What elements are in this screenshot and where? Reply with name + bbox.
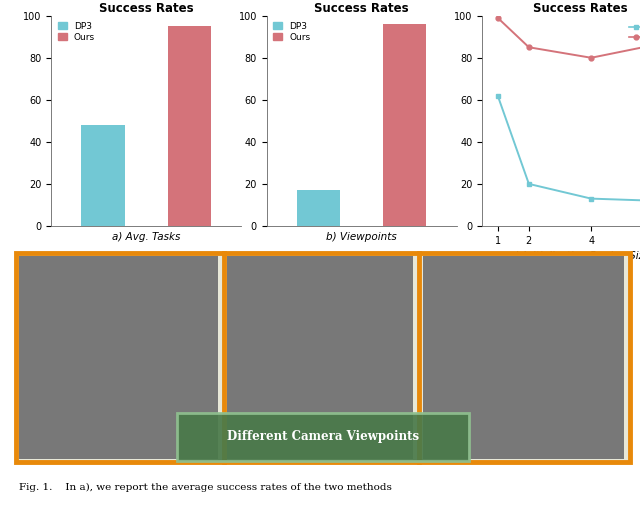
FancyBboxPatch shape — [177, 413, 469, 461]
Legend: DP3, Ours: DP3, Ours — [271, 20, 312, 43]
Legend: DP3, Ours: DP3, Ours — [56, 20, 97, 43]
Bar — [297, 190, 340, 226]
Bar — [383, 24, 426, 226]
FancyBboxPatch shape — [19, 256, 218, 460]
Legend: DP3, Ours: DP3, Ours — [627, 20, 640, 45]
Title: Success Rates: Success Rates — [99, 2, 193, 15]
Bar — [81, 125, 125, 226]
FancyBboxPatch shape — [422, 256, 624, 460]
FancyBboxPatch shape — [227, 256, 413, 460]
Title: Success Rates: Success Rates — [314, 2, 409, 15]
FancyBboxPatch shape — [16, 254, 630, 462]
X-axis label: a) Avg. Tasks: a) Avg. Tasks — [112, 232, 180, 242]
Text: Different Camera Viewpoints: Different Camera Viewpoints — [227, 430, 419, 443]
Bar — [168, 26, 211, 226]
X-axis label: b) Viewpoints: b) Viewpoints — [326, 232, 397, 242]
Title: Success Rates: Success Rates — [533, 2, 628, 15]
Text: Fig. 1.    In a), we report the average success rates of the two methods: Fig. 1. In a), we report the average suc… — [19, 483, 392, 492]
X-axis label: c) Initialization Region Size: c) Initialization Region Size — [510, 251, 640, 261]
